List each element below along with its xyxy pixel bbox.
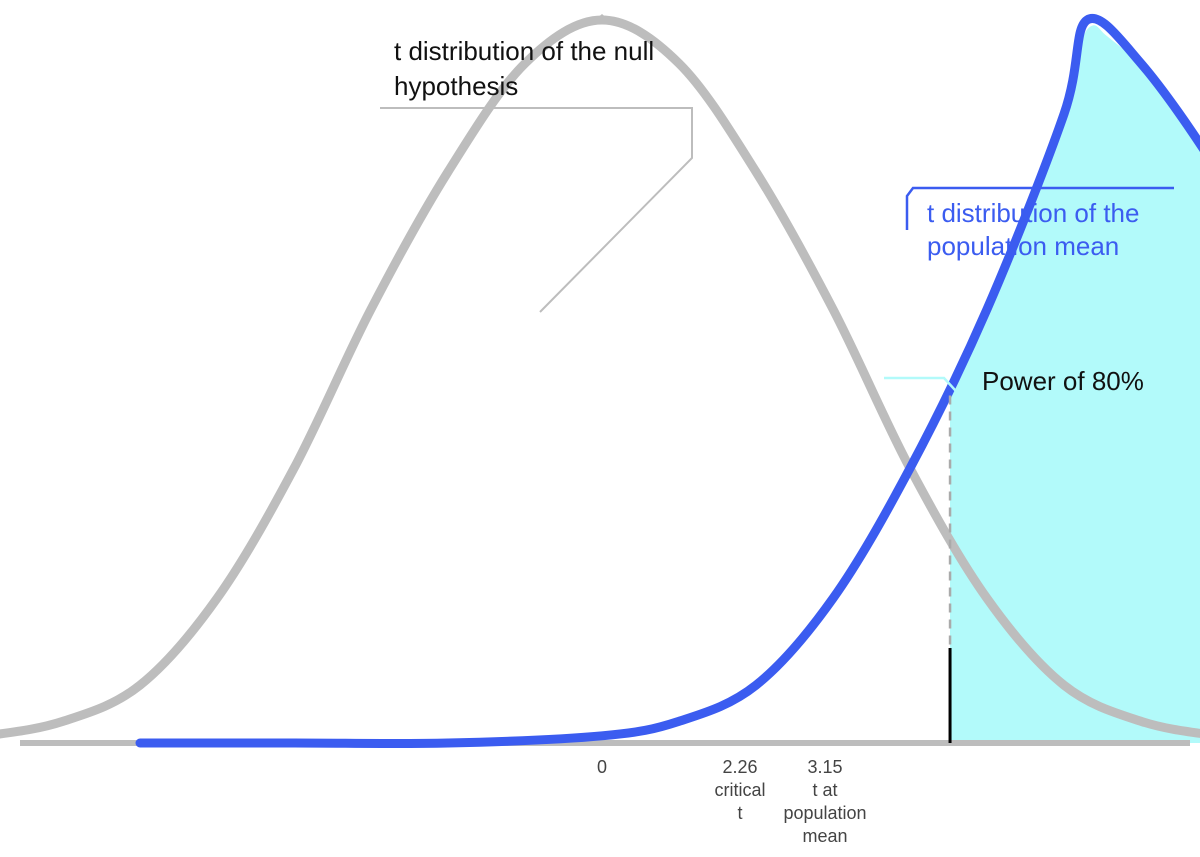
tick-label-population-caption3: mean <box>802 826 847 846</box>
power-label-leader <box>884 376 1174 404</box>
leaders-layer <box>380 107 1174 404</box>
null-distribution-curve <box>0 15 1200 739</box>
tick-label-population-caption2: population <box>783 803 866 823</box>
tick-label-population-value: 3.15 <box>807 757 842 777</box>
power-region-layer <box>950 25 1200 743</box>
tick-label-0: 0 <box>597 757 607 777</box>
null-peak-marker <box>590 14 614 24</box>
null-distribution-label-line1: t distribution of the null <box>394 36 654 66</box>
power-label: Power of 80% <box>982 366 1144 396</box>
curves-layer <box>0 14 1200 749</box>
tick-label-critical-caption1: critical <box>714 780 765 800</box>
tick-label-critical-value: 2.26 <box>722 757 757 777</box>
tick-label-critical-caption2: t <box>737 803 742 823</box>
power-region <box>950 25 1200 743</box>
population-distribution-label-line2: population mean <box>927 231 1119 261</box>
population-label-leader <box>905 186 1174 230</box>
population-distribution-curve <box>135 14 1200 749</box>
null-label-leader <box>380 107 693 313</box>
tick-label-population-caption1: t at <box>812 780 837 800</box>
null-distribution-label-line2: hypothesis <box>394 71 518 101</box>
population-distribution-label-line1: t distribution of the <box>927 198 1139 228</box>
